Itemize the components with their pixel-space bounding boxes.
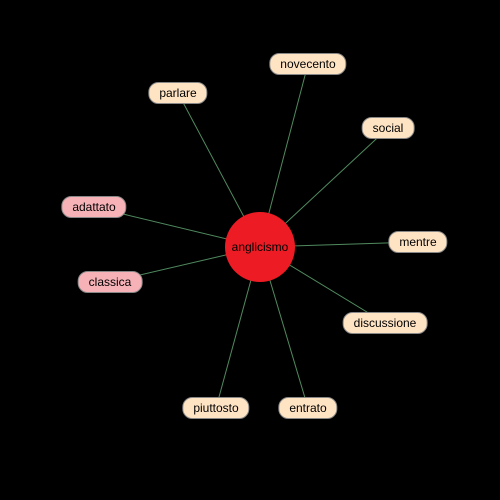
center-node-anglicismo: anglicismo [225, 212, 295, 282]
node-piuttosto: piuttosto [182, 397, 249, 419]
network-diagram: anglicismo novecento parlare social adattato… [0, 0, 500, 500]
node-label-text: piuttosto [193, 401, 238, 415]
node-label-text: parlare [159, 86, 196, 100]
node-label-text: social [373, 121, 404, 135]
node-label-text: classica [89, 275, 132, 289]
node-mentre: mentre [388, 231, 447, 253]
node-classica: classica [78, 271, 143, 293]
node-adattato: adattato [61, 196, 126, 218]
center-node-label: anglicismo [232, 240, 289, 254]
node-social: social [362, 117, 415, 139]
node-discussione: discussione [343, 312, 428, 334]
node-entrato: entrato [278, 397, 337, 419]
node-label-text: discussione [354, 316, 417, 330]
node-label-text: mentre [399, 235, 436, 249]
node-label-text: adattato [72, 200, 115, 214]
node-label-text: novecento [280, 57, 335, 71]
node-novecento: novecento [269, 53, 346, 75]
node-parlare: parlare [148, 82, 207, 104]
node-label-text: entrato [289, 401, 326, 415]
